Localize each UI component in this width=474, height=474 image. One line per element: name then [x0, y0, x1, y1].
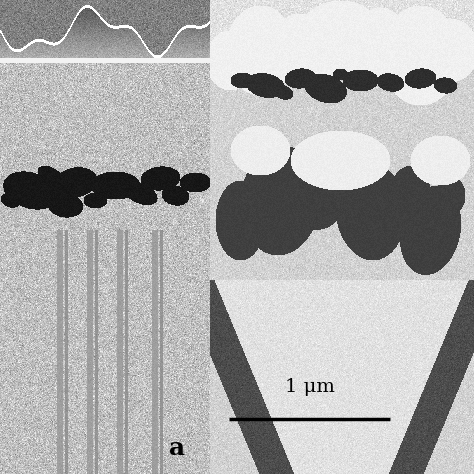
Text: 1 μm: 1 μm [284, 378, 335, 396]
Text: a: a [169, 436, 185, 460]
